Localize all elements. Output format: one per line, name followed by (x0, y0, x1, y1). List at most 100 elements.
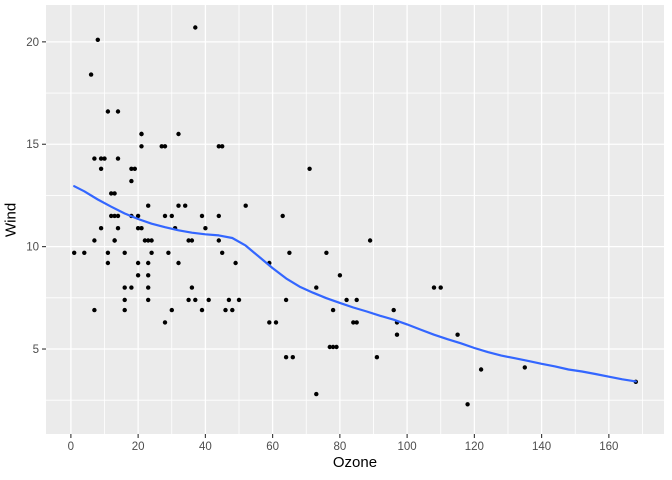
data-point (233, 260, 238, 266)
data-point (146, 238, 151, 243)
data-point (193, 297, 198, 303)
data-point (220, 144, 225, 149)
x-tick-label: 80 (333, 441, 346, 453)
data-point (199, 213, 205, 219)
data-point (122, 307, 127, 313)
data-point (115, 213, 121, 219)
data-point (183, 203, 188, 208)
data-point (105, 109, 111, 114)
x-tick-label: 0 (68, 441, 74, 453)
data-point (135, 213, 141, 219)
data-point (169, 307, 174, 313)
data-point (283, 355, 289, 360)
data-point (115, 226, 121, 231)
x-tick-label: 20 (132, 441, 145, 453)
data-point (307, 166, 312, 171)
data-point (105, 260, 111, 266)
data-point (122, 250, 127, 255)
smooth-line (73, 185, 637, 383)
data-point (283, 297, 289, 303)
data-point (129, 285, 134, 290)
data-point (186, 297, 191, 303)
data-point (72, 250, 77, 255)
data-point (374, 355, 380, 360)
data-point (139, 226, 144, 231)
data-point (367, 238, 373, 243)
data-point (135, 260, 141, 266)
y-axis-title: Wind (2, 202, 20, 237)
data-point (149, 238, 154, 243)
data-point (216, 238, 221, 243)
data-point (139, 131, 144, 137)
data-point (334, 344, 339, 350)
data-point (394, 332, 400, 337)
data-point (166, 250, 171, 255)
data-point (162, 320, 168, 325)
data-point (146, 297, 151, 303)
data-point (135, 226, 141, 231)
data-point (226, 297, 232, 303)
data-point (176, 203, 181, 208)
data-point (92, 156, 97, 161)
data-point (146, 273, 151, 278)
data-point (112, 238, 117, 243)
data-point (122, 285, 127, 290)
data-point (109, 191, 114, 196)
data-point (522, 365, 527, 370)
data-point (223, 307, 228, 313)
data-point (314, 391, 319, 397)
data-point (112, 213, 117, 219)
data-point (290, 355, 295, 360)
data-point (176, 260, 181, 266)
data-point (176, 131, 181, 137)
data-point (115, 109, 121, 114)
data-point (129, 178, 134, 184)
data-point (88, 72, 94, 77)
data-point (98, 156, 104, 161)
data-point (267, 320, 272, 325)
data-point (236, 297, 242, 303)
data-point (122, 297, 127, 303)
data-point (354, 320, 359, 325)
data-point (98, 166, 104, 171)
data-point (105, 250, 111, 255)
data-point (330, 344, 336, 350)
data-point (146, 285, 151, 290)
data-point (115, 156, 121, 161)
data-point (112, 191, 117, 196)
data-point (129, 166, 134, 171)
data-point (162, 144, 168, 149)
data-point (159, 144, 164, 149)
data-point (109, 213, 114, 219)
data-point (478, 367, 484, 372)
data-point (162, 213, 168, 219)
data-point (431, 285, 437, 290)
data-point (169, 213, 174, 219)
data-point (465, 402, 470, 407)
data-point (139, 144, 144, 149)
data-point (216, 144, 221, 149)
x-tick-label: 60 (266, 441, 279, 453)
x-tick-label: 100 (398, 441, 417, 453)
data-point (220, 250, 225, 255)
data-point (203, 226, 208, 231)
x-tick-label: 120 (465, 441, 484, 453)
data-point (92, 307, 97, 313)
x-tick-label: 160 (599, 441, 618, 453)
data-point (206, 297, 211, 303)
y-tick-label: 10 (26, 242, 39, 254)
x-axis-title: Ozone (332, 454, 378, 471)
data-point (199, 307, 205, 313)
data-point (146, 260, 151, 266)
data-point (92, 238, 97, 243)
data-point (243, 203, 248, 208)
data-point (314, 285, 319, 290)
data-point (337, 273, 343, 278)
data-point (216, 213, 221, 219)
data-point (280, 213, 285, 219)
data-point (287, 250, 292, 255)
data-point (354, 297, 359, 303)
data-point (102, 156, 107, 161)
data-point (189, 238, 195, 243)
